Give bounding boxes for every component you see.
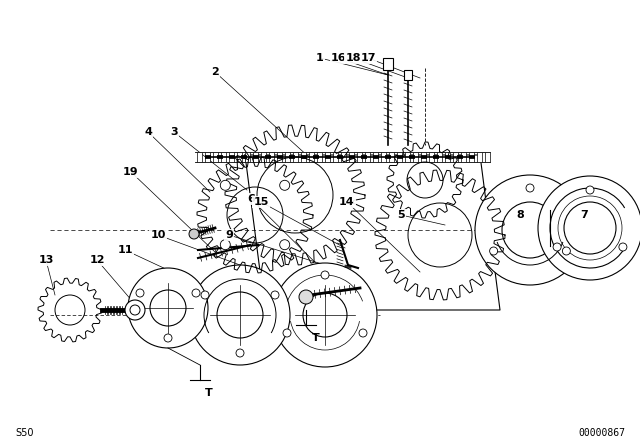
FancyBboxPatch shape [485,152,490,162]
Text: 3: 3 [170,127,178,137]
Text: 8: 8 [516,210,524,220]
FancyBboxPatch shape [285,152,290,162]
FancyBboxPatch shape [365,152,370,162]
Text: 6: 6 [247,194,255,204]
Text: 12: 12 [89,255,105,265]
FancyBboxPatch shape [293,152,298,162]
Circle shape [220,240,230,250]
FancyBboxPatch shape [357,152,362,162]
Circle shape [280,180,290,190]
FancyBboxPatch shape [261,152,266,162]
FancyBboxPatch shape [277,152,282,162]
Text: 15: 15 [253,197,269,207]
Text: 10: 10 [150,230,166,240]
FancyBboxPatch shape [373,152,378,162]
FancyBboxPatch shape [301,152,306,162]
Text: 4: 4 [144,127,152,137]
Circle shape [526,184,534,192]
FancyBboxPatch shape [237,152,242,162]
Circle shape [236,349,244,357]
FancyBboxPatch shape [461,152,466,162]
FancyBboxPatch shape [383,58,393,70]
FancyBboxPatch shape [453,152,458,162]
FancyBboxPatch shape [245,152,250,162]
Circle shape [299,290,313,304]
Circle shape [490,247,498,255]
Text: 14: 14 [339,197,355,207]
FancyBboxPatch shape [317,152,322,162]
Circle shape [283,329,291,337]
Text: 19: 19 [123,167,139,177]
Text: 16: 16 [331,53,347,63]
Circle shape [150,290,186,326]
FancyBboxPatch shape [197,152,202,162]
Text: T: T [312,333,320,343]
Circle shape [220,180,230,190]
FancyBboxPatch shape [205,152,210,162]
Circle shape [192,289,200,297]
FancyBboxPatch shape [221,152,226,162]
Circle shape [586,186,594,194]
Circle shape [563,247,570,255]
FancyBboxPatch shape [421,152,426,162]
FancyBboxPatch shape [437,152,442,162]
Circle shape [189,229,199,239]
FancyBboxPatch shape [469,152,474,162]
FancyBboxPatch shape [229,152,234,162]
Circle shape [619,243,627,251]
FancyBboxPatch shape [429,152,434,162]
Text: 1: 1 [316,53,324,63]
Text: 2: 2 [211,67,219,77]
FancyBboxPatch shape [349,152,354,162]
Circle shape [271,291,279,299]
FancyBboxPatch shape [477,152,482,162]
Circle shape [475,175,585,285]
FancyBboxPatch shape [404,70,412,80]
Circle shape [502,202,558,258]
Circle shape [303,293,347,337]
Text: 5: 5 [397,210,405,220]
Circle shape [136,289,144,297]
Text: 17: 17 [360,53,376,63]
Circle shape [564,202,616,254]
Text: 18: 18 [345,53,361,63]
Circle shape [201,291,209,299]
Circle shape [359,329,367,337]
FancyBboxPatch shape [213,152,218,162]
FancyBboxPatch shape [269,152,274,162]
FancyBboxPatch shape [309,152,314,162]
FancyBboxPatch shape [389,152,394,162]
FancyBboxPatch shape [253,152,258,162]
Text: 13: 13 [38,255,54,265]
Circle shape [280,240,290,250]
Text: T: T [205,388,212,398]
FancyBboxPatch shape [413,152,418,162]
FancyBboxPatch shape [405,152,410,162]
Circle shape [164,334,172,342]
FancyBboxPatch shape [333,152,338,162]
Text: 00000867: 00000867 [578,428,625,438]
Text: S50: S50 [15,428,33,438]
FancyBboxPatch shape [445,152,450,162]
Circle shape [217,292,263,338]
Text: 9: 9 [225,230,233,240]
Circle shape [321,271,329,279]
Text: 7: 7 [580,210,588,220]
FancyBboxPatch shape [341,152,346,162]
FancyBboxPatch shape [381,152,386,162]
Circle shape [130,305,140,315]
Text: 11: 11 [117,245,132,255]
Circle shape [125,300,145,320]
FancyBboxPatch shape [325,152,330,162]
Circle shape [128,268,208,348]
FancyBboxPatch shape [397,152,402,162]
Circle shape [538,176,640,280]
Circle shape [190,265,290,365]
Circle shape [273,263,377,367]
Circle shape [553,243,561,251]
